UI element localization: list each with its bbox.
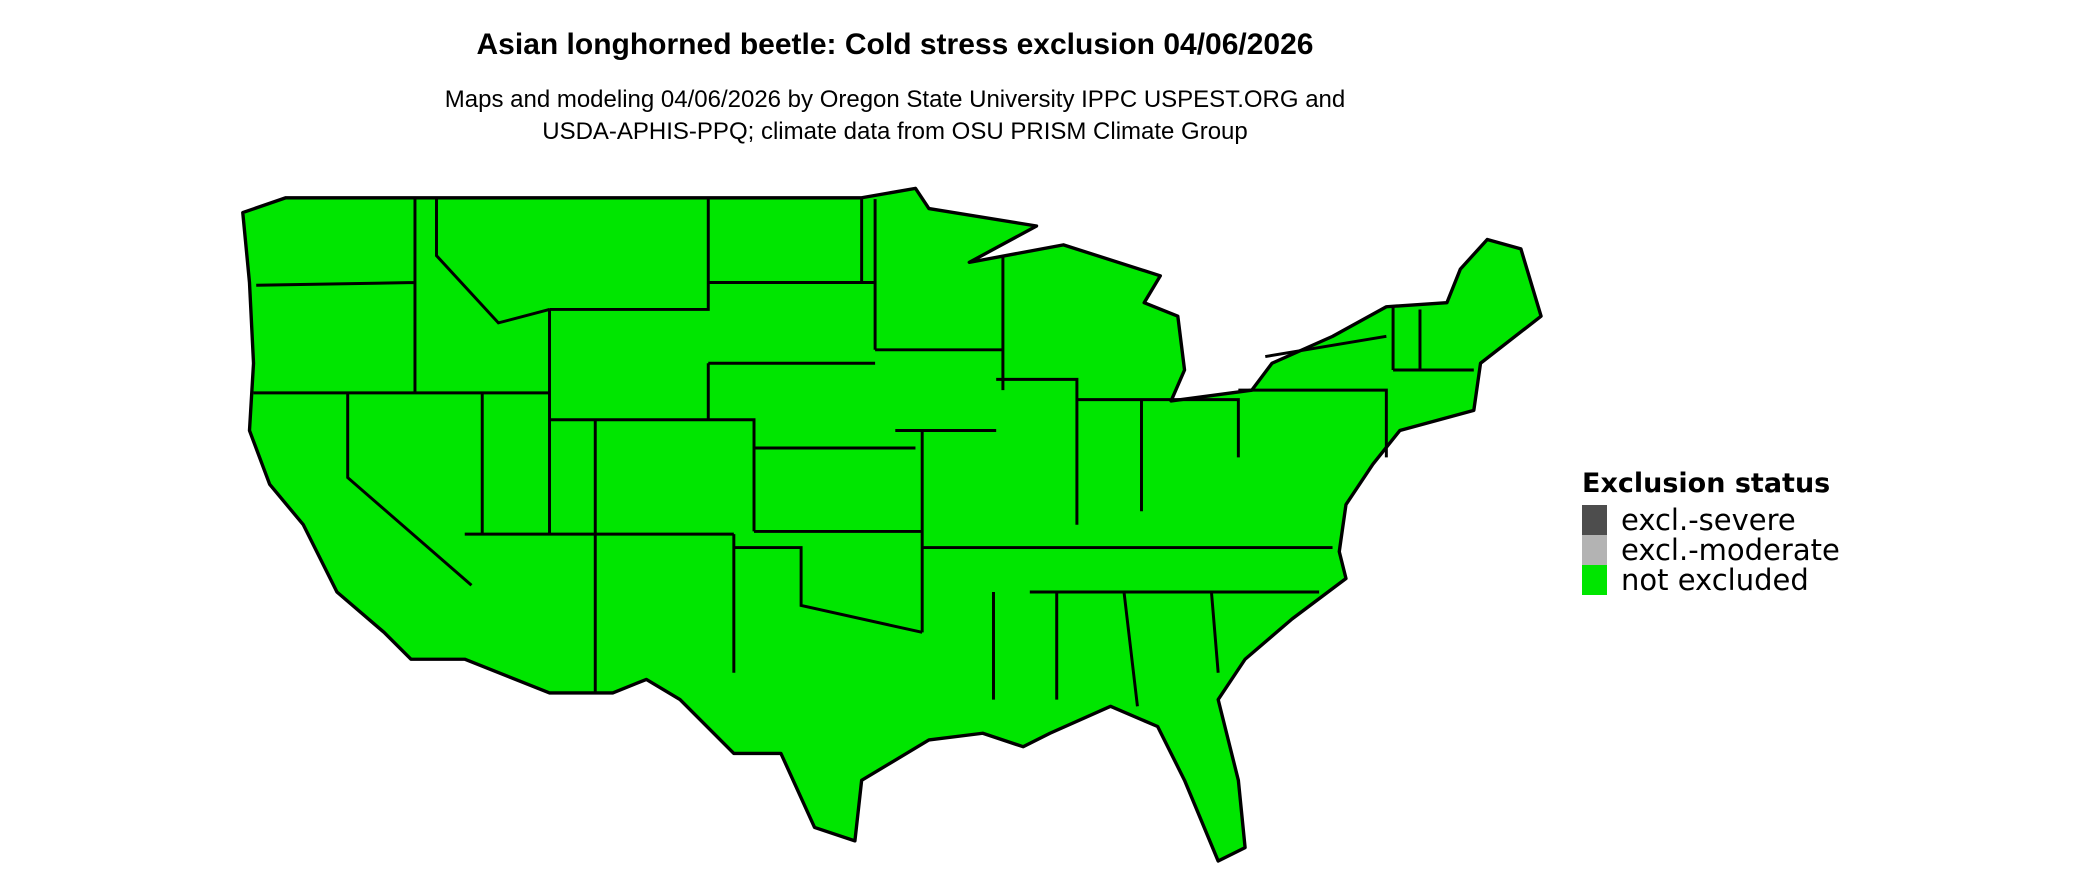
- legend-label: excl.-moderate: [1621, 533, 1840, 567]
- legend-title: Exclusion status: [1582, 468, 1831, 499]
- legend-item-severe: excl.-severe: [1582, 503, 1840, 537]
- map-title: Asian longhorned beetle: Cold stress exc…: [476, 28, 1314, 61]
- legend: Exclusion status excl.-severe excl.-mode…: [1582, 468, 1840, 597]
- legend-item-not-excluded: not excluded: [1582, 563, 1840, 597]
- map-subtitle-line-2: USDA-APHIS-PPQ; climate data from OSU PR…: [542, 118, 1248, 145]
- legend-swatch-not-excluded: [1582, 565, 1607, 595]
- legend-swatch-moderate: [1582, 535, 1607, 565]
- legend-swatch-severe: [1582, 505, 1607, 535]
- state-borders: [253, 197, 1474, 707]
- us-outline: [241, 186, 1543, 863]
- legend-label: excl.-severe: [1621, 503, 1796, 537]
- legend-label: not excluded: [1621, 563, 1809, 597]
- map-subtitle-line-1: Maps and modeling 04/06/2026 by Oregon S…: [444, 86, 1346, 113]
- legend-item-moderate: excl.-moderate: [1582, 533, 1840, 567]
